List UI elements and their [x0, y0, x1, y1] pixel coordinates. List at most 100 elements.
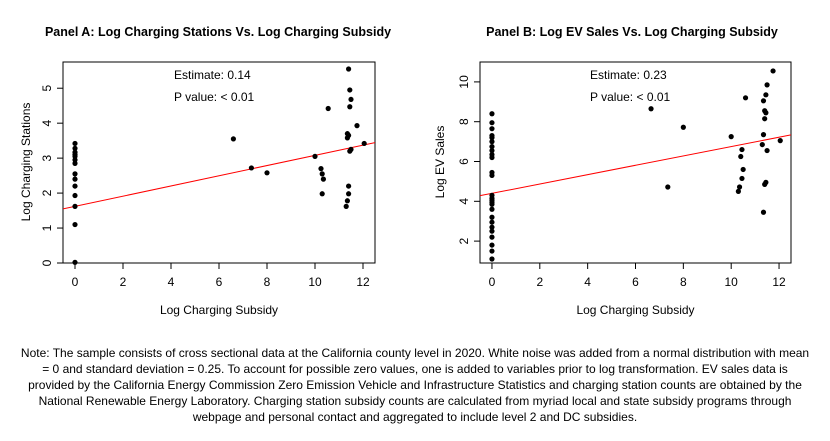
panel-b-data-point — [489, 224, 495, 230]
panel-b-estimate: Estimate: 0.23 — [590, 68, 667, 82]
panel-b-data-point — [762, 116, 768, 122]
panel-b-y-tick-label: 10 — [457, 75, 471, 89]
panel-b-chart: Panel B: Log EV Sales Vs. Log Charging S… — [433, 25, 792, 317]
panel-b-data-point — [489, 248, 495, 254]
charts-canvas: Panel A: Log Charging Stations Vs. Log C… — [19, 25, 792, 317]
panel-b-data-point — [489, 143, 495, 150]
panel-b-data-point — [489, 111, 495, 117]
panel-b-data-point — [489, 228, 495, 234]
panel-b-x-tick-label: 10 — [725, 275, 739, 289]
panel-a-fit-line — [63, 142, 375, 210]
panel-a-data-point — [347, 104, 353, 110]
panel-a-estimate: Estimate: 0.14 — [174, 68, 251, 82]
panel-a-x-tick-label: 6 — [216, 275, 223, 289]
panel-b-data-point — [738, 153, 744, 160]
panel-a-y-tick-label: 4 — [40, 120, 54, 127]
panel-a-y-axis-label: Log Charging Stations — [19, 103, 33, 222]
panel-b-data-point — [489, 234, 495, 240]
panel-a-data-point — [72, 259, 78, 265]
panel-b-data-point — [740, 166, 746, 173]
panel-b-data-point — [770, 68, 776, 74]
panel-b-y-tick-label: 6 — [457, 158, 471, 165]
panel-b-data-point — [739, 146, 745, 153]
panel-b-data-point — [489, 120, 495, 126]
panel-a-data-point — [312, 153, 318, 159]
panel-b-x-tick-label: 6 — [632, 275, 639, 289]
panel-b-data-point — [777, 138, 783, 144]
panel-a-title: Panel A: Log Charging Stations Vs. Log C… — [45, 25, 391, 39]
panel-a-x-tick-label: 4 — [168, 275, 175, 289]
panel-a-data-point — [318, 166, 324, 172]
panel-a-data-point — [264, 170, 270, 176]
panel-b-x-tick-label: 12 — [772, 275, 786, 289]
panel-a-y-tick-label: 1 — [40, 224, 54, 231]
panel-b-data-point — [489, 169, 495, 176]
panel-a-data-point — [346, 66, 352, 72]
panel-a-chart: Panel A: Log Charging Stations Vs. Log C… — [19, 25, 391, 317]
panel-b-y-tick-label: 4 — [457, 198, 471, 205]
panel-a-data-point — [72, 176, 78, 182]
panel-b-data-point — [489, 147, 495, 154]
panel-b-data-point — [762, 108, 768, 114]
panel-a-data-point — [346, 183, 352, 189]
panel-b-data-point — [764, 147, 770, 154]
panel-a-p-value: P value: < 0.01 — [174, 90, 255, 104]
panel-a-data-point — [72, 145, 78, 151]
panel-b-data-point — [665, 184, 671, 190]
panel-b-data-point — [489, 133, 495, 139]
panel-b-data-point — [736, 184, 743, 190]
panel-a-data-point — [72, 183, 78, 189]
panel-a-x-tick-label: 12 — [356, 275, 370, 289]
figure-note: Note: The sample consists of cross secti… — [20, 346, 810, 424]
panel-b-data-point — [648, 106, 654, 112]
panel-a-data-point — [343, 203, 349, 209]
panel-b-data-point — [489, 192, 495, 198]
panel-b-p-value: P value: < 0.01 — [590, 90, 671, 104]
panel-a-x-tick-label: 8 — [264, 275, 271, 289]
panel-b-x-tick-label: 4 — [584, 275, 591, 289]
panel-b-data-point — [489, 206, 495, 212]
panel-a-x-tick-label: 0 — [72, 275, 79, 289]
panel-b-data-point — [764, 82, 770, 88]
panel-a-data-point — [319, 171, 325, 177]
panel-a-data-point — [72, 221, 78, 228]
panel-a-data-point — [344, 198, 350, 204]
panel-a-data-point — [344, 131, 350, 137]
panel-b-data-point — [728, 134, 734, 140]
panel-b-data-point — [739, 175, 745, 182]
panel-a-data-point — [354, 123, 360, 129]
panel-b-data-point — [680, 124, 686, 130]
panel-b-x-tick-label: 8 — [680, 275, 687, 289]
panel-b-data-point — [759, 141, 765, 148]
panel-b-data-point — [760, 132, 767, 138]
panel-b-x-tick-label: 0 — [489, 275, 496, 289]
panel-a-y-tick-label: 3 — [40, 154, 54, 161]
panel-a-data-point — [72, 140, 78, 147]
panel-a-data-point — [320, 176, 326, 182]
panel-a-y-tick-label: 2 — [40, 189, 54, 196]
panel-b-data-point — [489, 126, 495, 132]
panel-b-y-tick-label: 8 — [457, 118, 471, 125]
panel-b-y-axis-label: Log EV Sales — [433, 126, 447, 199]
panel-a-data-point — [348, 146, 354, 152]
panel-a-data-point — [346, 191, 352, 197]
panel-b-fit-line — [480, 134, 791, 197]
panel-a-x-tick-label: 10 — [308, 275, 322, 289]
panel-b-data-point — [489, 214, 495, 220]
panel-a-data-point — [72, 171, 78, 177]
panel-a-data-point — [72, 149, 78, 155]
panel-b-title: Panel B: Log EV Sales Vs. Log Charging S… — [486, 25, 778, 39]
panel-b-data-point — [735, 188, 741, 194]
panel-b-x-axis-label: Log Charging Subsidy — [576, 303, 694, 317]
panel-a-x-axis-label: Log Charging Subsidy — [160, 303, 278, 317]
panel-a-data-point — [361, 140, 367, 147]
panel-a-data-point — [319, 191, 325, 197]
panel-a-x-tick-label: 2 — [120, 275, 127, 289]
panel-b-x-tick-label: 2 — [536, 275, 543, 289]
panel-a-y-tick-label: 5 — [40, 85, 54, 92]
panel-a-data-point — [72, 203, 78, 209]
panel-a-data-point — [348, 96, 354, 103]
panel-b-data-point — [760, 209, 767, 215]
panel-b-data-point — [489, 139, 495, 145]
panel-a-data-point — [72, 192, 78, 199]
